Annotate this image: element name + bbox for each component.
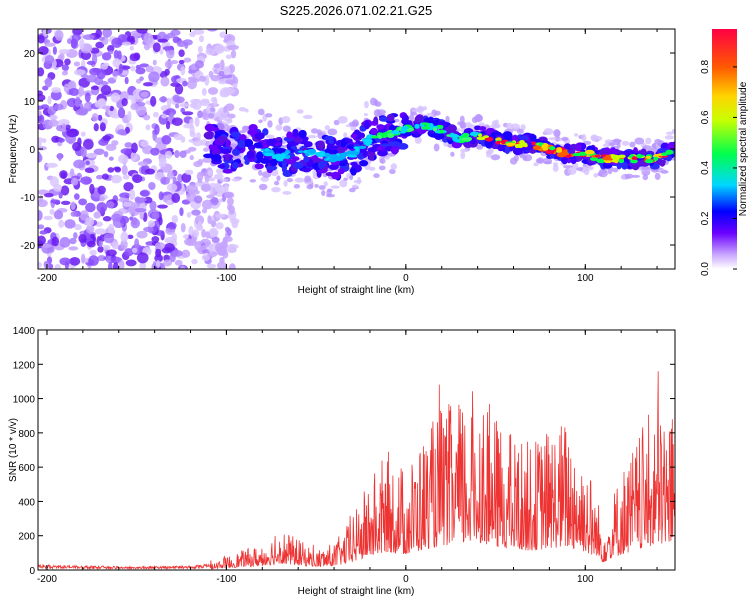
colorbar: 0.0 0.2 0.4 0.6 0.8 Normalized spectral ampl… bbox=[700, 29, 749, 276]
spectrogram-ytick-label: 0 bbox=[29, 145, 35, 156]
colorbar-ticks: 0.0 0.2 0.4 0.6 0.8 bbox=[700, 60, 737, 276]
spectrogram-xtick-label: -100 bbox=[216, 273, 236, 284]
spectrogram-xlabel: Height of straight line (km) bbox=[298, 285, 415, 296]
snr-frame bbox=[37, 329, 676, 571]
snr-series-line bbox=[38, 371, 675, 570]
snr-ytick-label: 800 bbox=[18, 429, 35, 440]
colorbar-tick-label: 0.4 bbox=[700, 161, 711, 175]
colorbar-tick-label: 0.0 bbox=[700, 262, 711, 276]
snr-xtick-label: 0 bbox=[403, 574, 409, 585]
snr-xlabel: Height of straight line (km) bbox=[298, 586, 415, 597]
snr-ytick-label: 400 bbox=[18, 497, 35, 508]
spectrogram-ytick-label: -10 bbox=[21, 193, 36, 204]
snr-ytick-label: 200 bbox=[18, 532, 35, 543]
snr-ytick-label: 600 bbox=[18, 463, 35, 474]
snr-xtick-label: 100 bbox=[577, 574, 594, 585]
colorbar-label: Normalized spectral amplitude bbox=[738, 81, 749, 216]
spectrogram-ytick-label: 10 bbox=[24, 97, 36, 108]
snr-xtick-label: -100 bbox=[216, 574, 236, 585]
spectrogram-xtick-label: 0 bbox=[403, 273, 409, 284]
spectrogram-ytick-label: 20 bbox=[24, 49, 36, 60]
snr-ytick-label: 1200 bbox=[13, 360, 36, 371]
snr-ylabel: SNR (10 * v/v) bbox=[8, 418, 19, 482]
figure-title: S225.2026.071.02.21.G25 bbox=[280, 3, 433, 18]
colorbar-gradient bbox=[712, 29, 737, 269]
colorbar-tick-label: 0.6 bbox=[700, 110, 711, 124]
snr-ytick-label: 1400 bbox=[13, 326, 36, 337]
snr-ytick-label: 0 bbox=[29, 566, 35, 577]
spectrogram-ytick-label: -20 bbox=[21, 241, 36, 252]
snr-ytick-label: 1000 bbox=[13, 395, 36, 406]
colorbar-tick-label: 0.8 bbox=[700, 60, 711, 74]
spectrogram-image bbox=[38, 29, 675, 269]
spectrogram-ylabel: Frequency (Hz) bbox=[8, 115, 19, 184]
snr-xtick-label: -200 bbox=[37, 574, 57, 585]
colorbar-tick-label: 0.2 bbox=[700, 211, 711, 225]
spectrogram-xtick-label: -200 bbox=[37, 273, 57, 284]
spectrogram-xtick-label: 100 bbox=[577, 273, 594, 284]
